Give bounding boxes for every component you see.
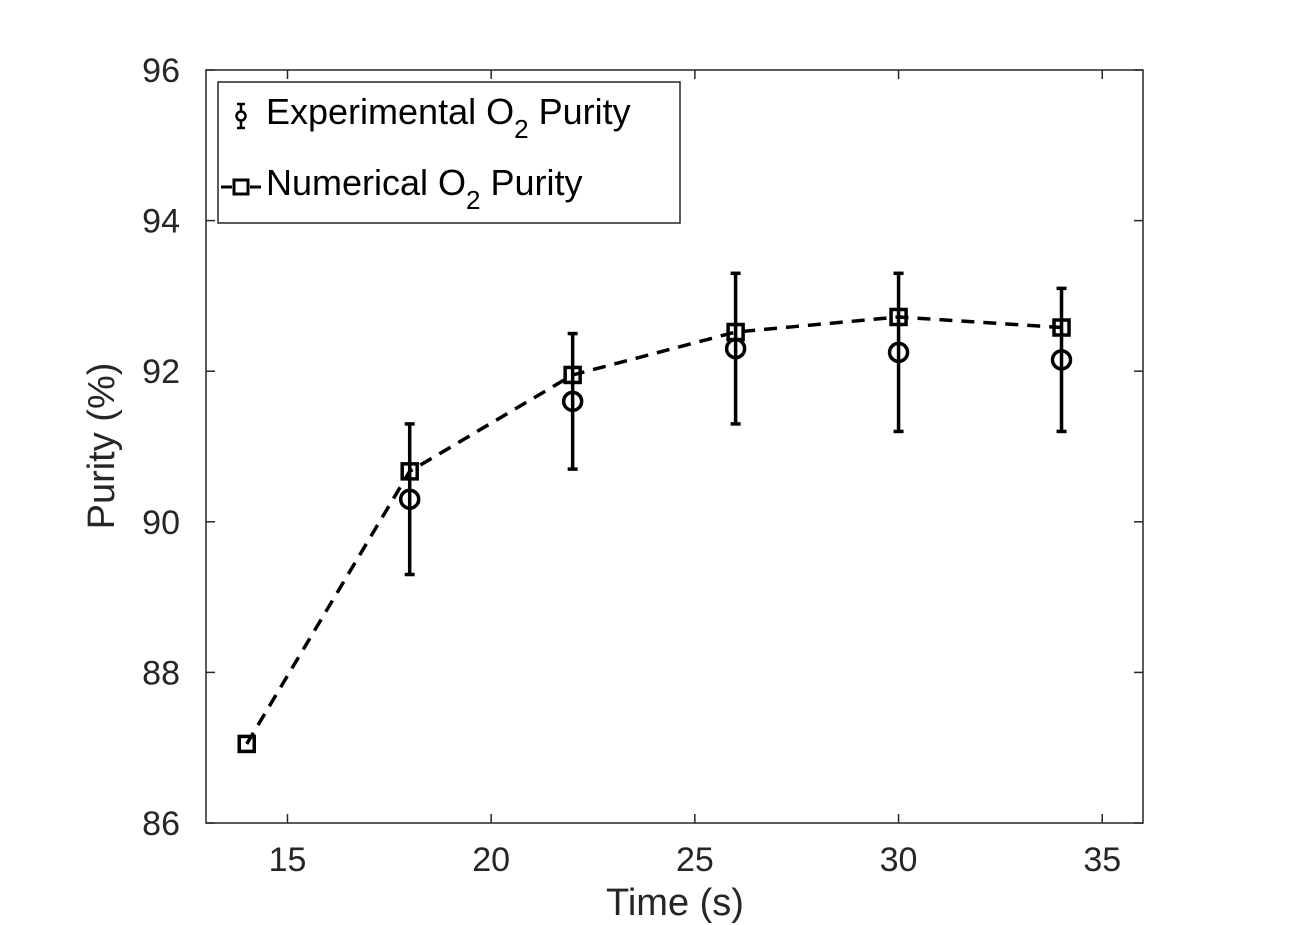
y-tick-label: 90 (142, 504, 180, 542)
numerical-marker (726, 322, 745, 342)
legend-errorbar-icon (235, 102, 247, 130)
y-tick-label: 88 (142, 654, 180, 692)
experimental-marker (1050, 349, 1073, 371)
legend-box (217, 81, 681, 224)
numerical-series-line (245, 315, 1062, 745)
series-layer (237, 271, 1073, 754)
y-tick-label: 92 (142, 353, 180, 391)
numerical-marker (1052, 318, 1071, 337)
legend-item-numerical: Numerical O2 Purity (221, 162, 583, 215)
x-tick-label: 25 (676, 841, 714, 879)
experimental-point (1050, 286, 1073, 434)
experimental-marker (887, 341, 910, 364)
numerical-marker (889, 307, 908, 327)
legend: Experimental O2 Purity Numerical O2 Puri… (217, 81, 681, 224)
experimental-marker (398, 488, 421, 510)
x-axis-label: Time (s) (606, 882, 744, 924)
y-tick-label: 94 (142, 203, 180, 241)
y-axis-label: Purity (%) (81, 363, 123, 530)
experimental-point (561, 331, 584, 471)
legend-dashed-square-icon (221, 178, 261, 196)
experimental-point (398, 422, 421, 577)
tick-labels: 15 20 25 30 35 86 88 90 92 94 96 (142, 52, 1121, 879)
numerical-marker (400, 462, 419, 481)
experimental-point (887, 271, 910, 434)
plot-frame (205, 69, 1144, 824)
numerical-marker (237, 734, 256, 754)
legend-label-numerical: Numerical O2 Purity (266, 162, 583, 215)
y-tick-label: 86 (142, 805, 180, 843)
legend-item-experimental: Experimental O2 Purity (235, 91, 631, 144)
x-tick-label: 20 (472, 841, 510, 879)
y-tick-label: 96 (142, 52, 180, 90)
x-tick-label: 30 (880, 841, 918, 879)
legend-label-experimental: Experimental O2 Purity (266, 91, 631, 144)
x-tick-label: 15 (269, 841, 307, 879)
experimental-marker (561, 390, 584, 413)
x-tick-label: 35 (1083, 841, 1121, 879)
numerical-marker (563, 365, 582, 385)
